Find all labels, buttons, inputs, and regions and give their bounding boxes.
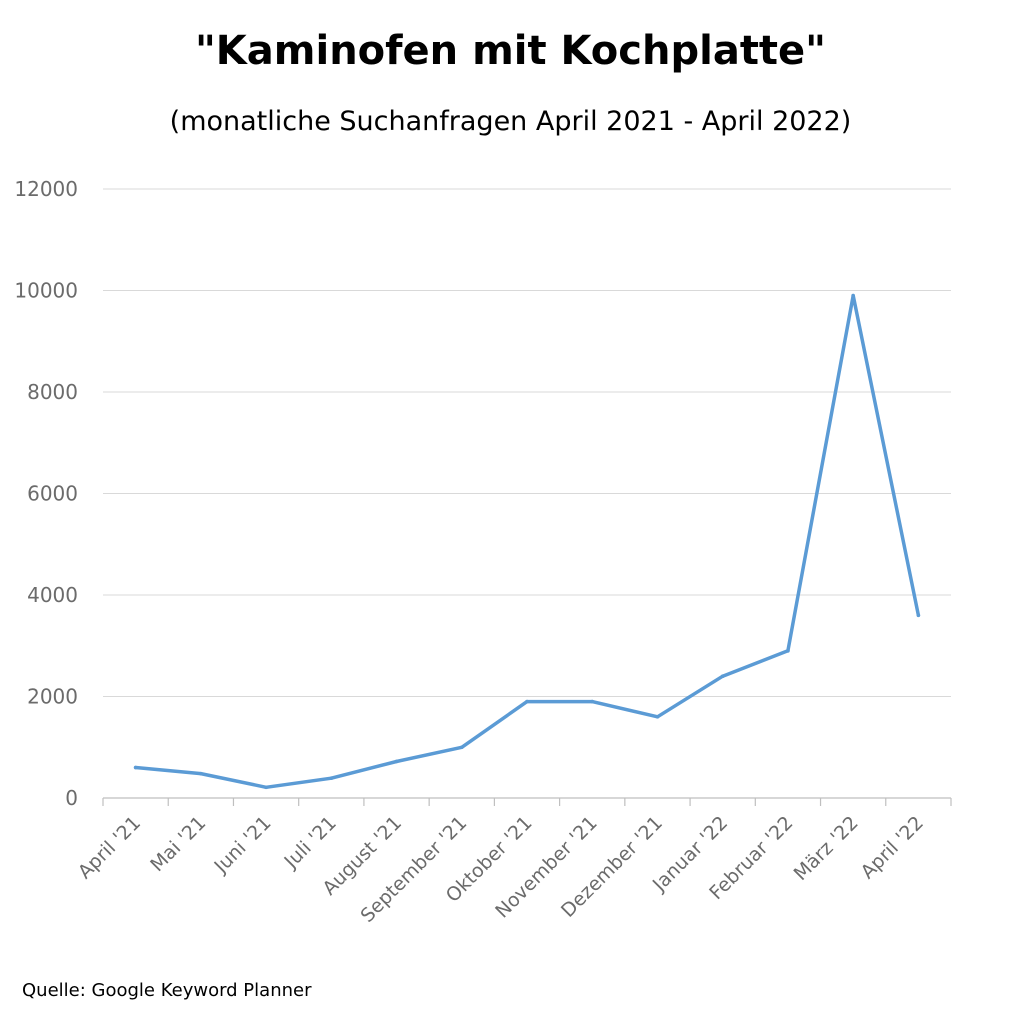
series-line [133, 293, 921, 790]
x-tick-label: Mai '21 [146, 812, 210, 876]
gridlines [103, 188, 951, 697]
y-tick-label: 0 [65, 786, 78, 810]
x-tick-label: März '22 [790, 812, 863, 885]
x-tick-label: April '21 [74, 812, 145, 883]
data-point [851, 293, 855, 298]
data-point [590, 699, 595, 704]
x-tick-label: April '22 [857, 812, 928, 883]
data-point [133, 765, 138, 770]
data-point [394, 759, 399, 764]
data-point [655, 715, 660, 719]
x-tick-label: Juni '21 [210, 812, 276, 878]
data-point [329, 776, 334, 781]
x-tick-label: Juli '21 [280, 812, 341, 873]
series-group [133, 293, 921, 790]
y-tick-label: 6000 [27, 482, 78, 506]
data-point [264, 785, 268, 790]
data-point [916, 613, 921, 618]
data-point [786, 649, 790, 653]
source-note: Quelle: Google Keyword Planner [22, 980, 312, 1001]
y-tick-label: 12000 [14, 177, 78, 201]
y-tick-label: 2000 [27, 685, 78, 709]
y-tick-label: 10000 [14, 279, 78, 303]
chart-subtitle: (monatliche Suchanfragen April 2021 - Ap… [169, 106, 852, 137]
y-axis: 0 2000 4000 6000 8000 10000 12000 [14, 177, 78, 810]
data-point [199, 771, 203, 776]
line-chart: 0 2000 4000 6000 8000 10000 12000 April '21 Mai… [14, 177, 952, 927]
data-point [459, 745, 464, 750]
y-tick-label: 4000 [27, 583, 78, 607]
data-point [720, 674, 725, 678]
chart-title: "Kaminofen mit Kochplatte" [194, 28, 827, 74]
data-point [525, 699, 529, 704]
y-tick-label: 8000 [27, 380, 78, 404]
